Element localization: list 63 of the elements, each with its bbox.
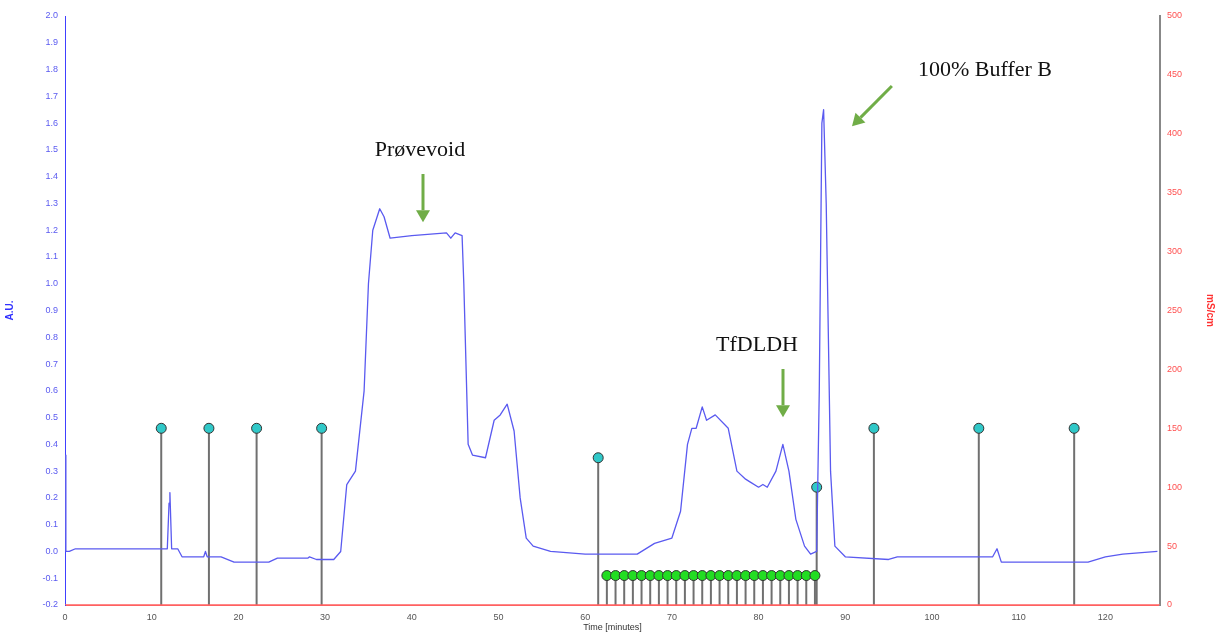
y2-axis-title: mS/cm	[1205, 294, 1217, 327]
x-tick-label: 10	[146, 611, 157, 622]
x-tick-label: 30	[320, 611, 331, 622]
y-tick-label: 0.3	[45, 465, 58, 476]
point	[203, 422, 215, 434]
point	[809, 570, 821, 582]
x-tick-label: 40	[406, 611, 417, 622]
y2-tick-label: 450	[1167, 69, 1183, 80]
y2-tick-label: 100	[1167, 481, 1183, 492]
y2-tick-label: 500	[1167, 10, 1183, 21]
y-tick-label: 1.5	[45, 144, 58, 155]
x-tick-label: 100	[924, 611, 940, 622]
y-tick-label: -0.2	[42, 599, 58, 610]
y-tick-label: 1.3	[45, 197, 58, 208]
point	[618, 570, 630, 582]
y-tick-label: 0.9	[45, 304, 58, 315]
y-tick-label: 0.8	[45, 331, 58, 342]
y-tick-label: -0.1	[42, 572, 58, 583]
y-tick-label: 1.7	[45, 90, 58, 101]
y-tick-label: 1.8	[45, 64, 58, 75]
y-tick-label: 0.5	[45, 412, 58, 423]
y-tick-label: 0.6	[45, 385, 58, 396]
point	[251, 422, 263, 434]
y2-tick-label: 300	[1167, 246, 1183, 257]
x-tick-label: 70	[666, 611, 677, 622]
x-tick-label: 110	[1011, 611, 1026, 622]
y-tick-label: 1.2	[45, 224, 58, 235]
y-tick-label: 0.1	[45, 519, 58, 530]
x-tick-label: 120	[1097, 611, 1113, 622]
y2-tick-label: 50	[1167, 540, 1178, 551]
y-axis-title: A.U.	[3, 300, 15, 321]
point	[592, 452, 604, 464]
y2-tick-label: 150	[1167, 422, 1183, 433]
annotation: TfDLDH	[716, 330, 799, 356]
y-tick-label: 0.7	[45, 358, 58, 369]
x-tick-label: 20	[233, 611, 244, 622]
y-tick-label: 1.9	[45, 37, 58, 48]
y2-tick-label: 250	[1167, 304, 1183, 315]
annotation: Prøvevoid	[374, 135, 466, 161]
point	[973, 422, 985, 434]
x-tick-label: 60	[580, 611, 591, 622]
annotation: 100% Buffer B	[917, 55, 1053, 81]
y-tick-label: 1.4	[45, 171, 58, 182]
point	[155, 422, 167, 434]
y-tick-label: 0.0	[45, 545, 58, 556]
y-tick-label: 1.1	[45, 251, 58, 262]
y-tick-label: 0.4	[45, 438, 58, 449]
y2-tick-label: 0	[1167, 599, 1173, 610]
x-tick-label: 90	[840, 611, 851, 622]
x-tick-label: 80	[753, 611, 764, 622]
y-tick-label: 2.0	[45, 10, 58, 21]
point	[1068, 422, 1080, 434]
y2-tick-label: 350	[1167, 187, 1183, 198]
x-axis-title: Time [minutes]	[583, 622, 642, 633]
y2-tick-label: 200	[1167, 363, 1183, 374]
y-tick-label: 1.6	[45, 117, 58, 128]
x-tick-label: 50	[493, 611, 504, 622]
y-tick-label: 0.2	[45, 492, 58, 503]
x-tick-label: 0	[62, 611, 68, 622]
point	[316, 422, 328, 434]
point	[868, 422, 880, 434]
y2-tick-label: 400	[1167, 128, 1183, 139]
y-tick-label: 1.0	[45, 278, 58, 289]
